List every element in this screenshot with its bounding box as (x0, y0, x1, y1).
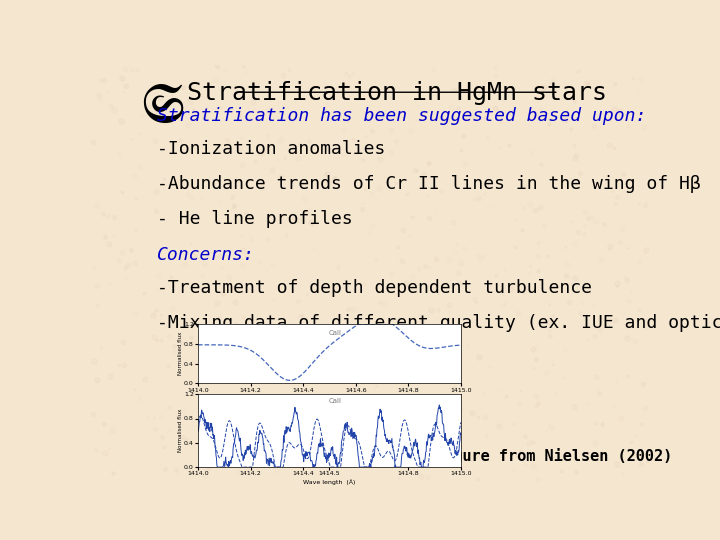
X-axis label: Wave length  (Å): Wave length (Å) (303, 479, 356, 485)
Text: - He line profiles: - He line profiles (157, 210, 353, 228)
Text: IAU Symposium No. 224
The A-Star Puzzle: IAU Symposium No. 224 The A-Star Puzzle (201, 431, 392, 464)
Text: Concerns:: Concerns: (157, 246, 255, 264)
Text: CaII: CaII (328, 330, 341, 336)
Y-axis label: Normalised flux: Normalised flux (178, 409, 183, 453)
Text: figure from Nielsen (2002): figure from Nielsen (2002) (434, 448, 672, 464)
Text: -Abundance trends of Cr II lines in the wing of Hβ: -Abundance trends of Cr II lines in the … (157, 175, 701, 193)
Text: -Mixing data of different quality (ex. IUE and optical): -Mixing data of different quality (ex. I… (157, 314, 720, 332)
Text: -Treatment of depth dependent turbulence: -Treatment of depth dependent turbulence (157, 279, 592, 297)
Text: CaII: CaII (328, 398, 341, 404)
Text: -Ionization anomalies: -Ionization anomalies (157, 140, 385, 158)
Text: $\mathfrak{S}$: $\mathfrak{S}$ (140, 82, 184, 133)
Text: Stratification in HgMn stars: Stratification in HgMn stars (187, 82, 607, 105)
Y-axis label: Normalised flux: Normalised flux (178, 332, 183, 375)
Text: Stratification has been suggested based upon:: Stratification has been suggested based … (157, 107, 647, 125)
